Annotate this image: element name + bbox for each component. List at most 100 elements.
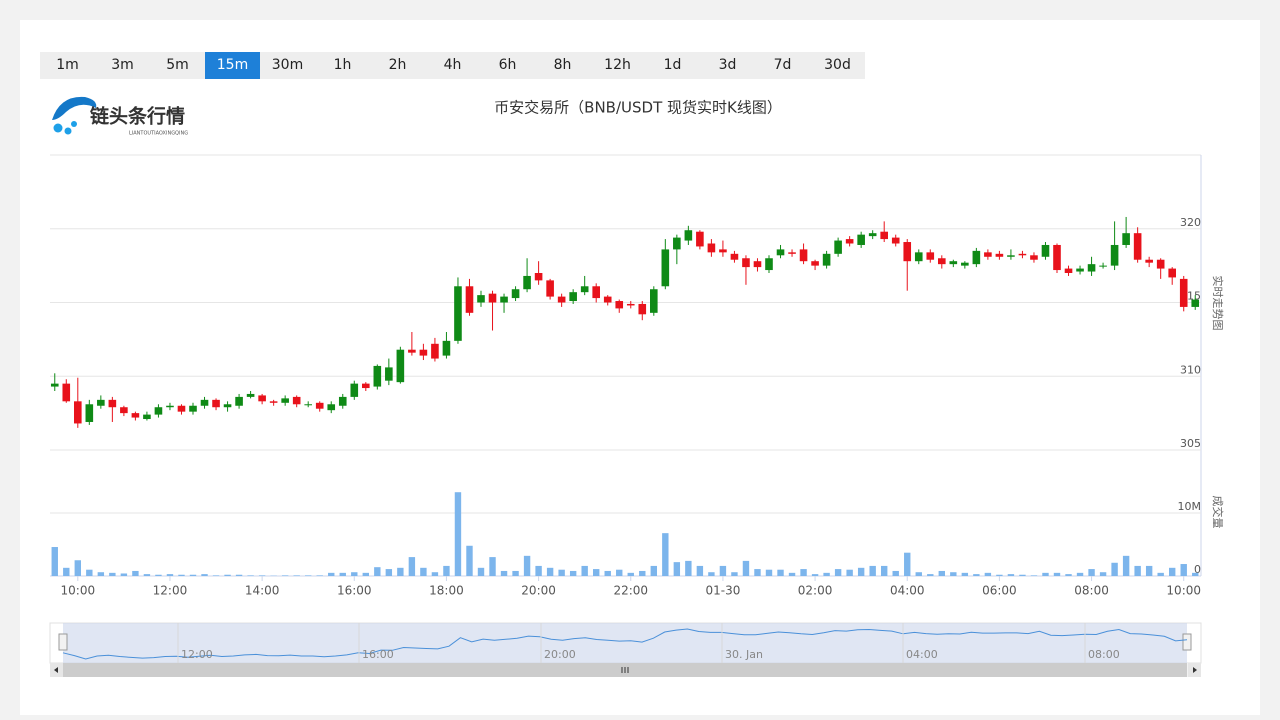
interval-button[interactable]: 1d <box>663 57 682 73</box>
candle-body <box>984 252 992 257</box>
interval-button[interactable]: 3m <box>111 57 134 73</box>
y-axis-title: 实时走势图 <box>1211 276 1225 331</box>
candle-body <box>822 253 831 266</box>
interval-button[interactable]: 1h <box>333 57 352 73</box>
candle-body <box>742 258 750 268</box>
volume-bar <box>765 569 773 576</box>
volume-bar <box>627 572 634 576</box>
candle-body <box>235 396 243 406</box>
interval-button[interactable]: 30m <box>271 57 304 73</box>
volume-bar <box>546 567 554 576</box>
interval-button[interactable]: 15m <box>205 52 260 79</box>
candle-body <box>1179 278 1188 307</box>
candle-body <box>868 233 877 237</box>
candle-body <box>1133 233 1142 260</box>
x-tick-label: 04:00 <box>890 584 925 598</box>
volume-bar <box>109 572 116 576</box>
interval-button[interactable]: 7d <box>773 57 792 73</box>
logo-subtitle: LIANTOUTIAOXINGQING <box>129 131 188 137</box>
candle-body <box>85 404 94 422</box>
interval-button[interactable]: 1m <box>56 57 79 73</box>
volume-bar <box>708 572 715 576</box>
candle-body <box>661 249 670 287</box>
volume-bar <box>339 572 346 576</box>
y-tick-label: 310 <box>1180 363 1201 376</box>
logo-title: 链头条行情 <box>90 105 185 128</box>
volume-bar <box>512 570 519 576</box>
candle-body <box>811 261 819 266</box>
navigator-label: 12:00 <box>181 648 213 661</box>
volume-bar <box>754 569 761 576</box>
candle-body <box>650 289 658 313</box>
volume-bar <box>581 565 588 576</box>
navigator-range[interactable] <box>63 623 1187 663</box>
candle-body <box>603 296 612 303</box>
volume-bar <box>86 569 93 576</box>
candle-body <box>396 349 405 383</box>
volume-bar <box>224 574 231 576</box>
navigator-line <box>62 628 1188 660</box>
interval-button[interactable]: 2h <box>388 57 407 73</box>
volume-bar <box>305 575 312 576</box>
candle-body <box>546 280 554 297</box>
volume-bar <box>1157 572 1164 576</box>
volume-bar <box>1122 555 1130 576</box>
candle-body <box>1030 255 1038 260</box>
card <box>20 20 1260 715</box>
volume-bar <box>1030 575 1038 576</box>
volume-bar <box>984 572 992 576</box>
volume-bar <box>927 574 934 576</box>
x-tick-label: 02:00 <box>798 584 833 598</box>
interval-button[interactable]: 30d <box>824 57 851 73</box>
candle-body <box>246 393 255 397</box>
volume-bar <box>788 572 796 576</box>
candle-body <box>765 258 773 271</box>
x-tick-label: 22:00 <box>613 584 648 598</box>
candle-body <box>212 399 220 408</box>
x-tick-label: 20:00 <box>521 584 556 598</box>
volume-bar <box>523 555 531 576</box>
volume-bar <box>1019 574 1026 576</box>
interval-button[interactable]: 6h <box>498 57 517 73</box>
volume-bar <box>673 562 681 576</box>
navigator-label: 20:00 <box>544 648 576 661</box>
volume-bar <box>362 572 369 576</box>
candle-body <box>949 261 958 265</box>
navigator-handle[interactable] <box>1182 633 1192 651</box>
volume-bar <box>408 557 416 576</box>
volume-bar <box>1099 572 1107 576</box>
volume-bar <box>1088 569 1095 576</box>
candle-body <box>1110 244 1119 266</box>
logo: 链头条行情 LIANTOUTIAOXINGQING <box>52 96 188 137</box>
interval-button[interactable]: 12h <box>604 57 631 73</box>
interval-button[interactable]: 8h <box>553 57 572 73</box>
volume-bar <box>811 574 819 576</box>
interval-button[interactable]: 4h <box>443 57 462 73</box>
candle-body <box>338 396 347 406</box>
volume-bar <box>904 552 911 576</box>
logo-dot <box>71 121 77 127</box>
candle-body <box>719 249 727 253</box>
volume-bar <box>385 569 393 576</box>
interval-button[interactable]: 5m <box>166 57 189 73</box>
candle-body <box>1053 244 1061 271</box>
candle-body <box>696 231 704 247</box>
volume-bar <box>938 570 945 576</box>
volume-bar <box>166 574 174 576</box>
x-tick-label: 06:00 <box>982 584 1017 598</box>
interval-button[interactable]: 3d <box>718 57 737 73</box>
candle-body <box>477 295 485 303</box>
candle-body <box>1007 255 1015 257</box>
candle-body <box>534 273 543 281</box>
candle-body <box>1191 299 1200 307</box>
navigator-handle[interactable] <box>58 633 68 651</box>
candle-body <box>891 237 900 244</box>
candle-body <box>1145 259 1153 263</box>
volume-bar <box>1180 564 1187 576</box>
candle-body <box>673 237 681 250</box>
candle-body <box>177 405 186 412</box>
scroll-right-arrow <box>1193 667 1197 673</box>
candle-body <box>926 252 935 260</box>
y-tick-label: 320 <box>1180 216 1201 229</box>
